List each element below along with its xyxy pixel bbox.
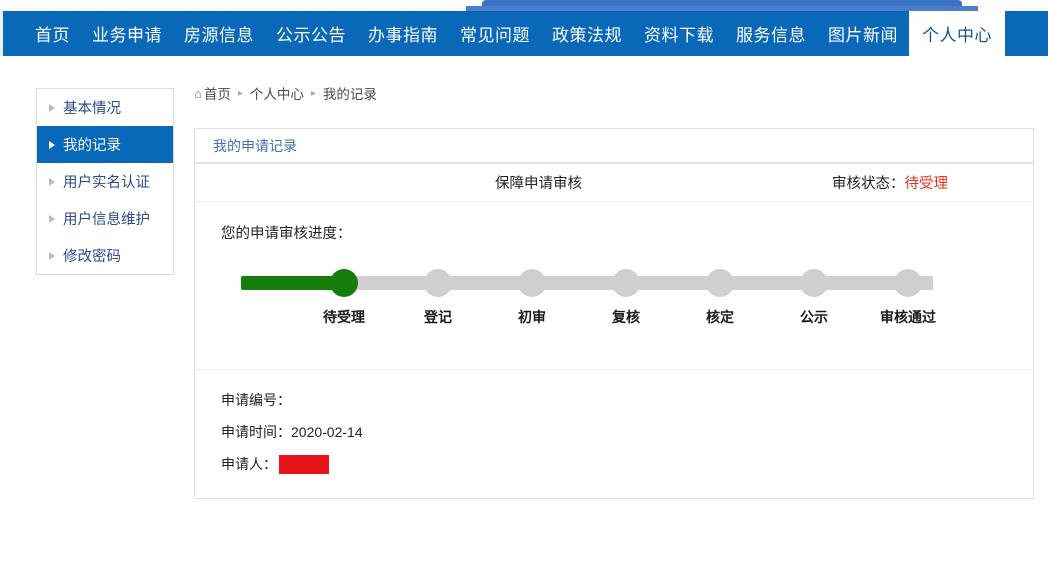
main-content: ⌂ 首页 ▸ 个人中心 ▸ 我的记录 我的申请记录 保障申请审核 审核状态：待受… xyxy=(194,82,1034,499)
page-banner-fragment xyxy=(0,0,1048,12)
sidebar-item-label: 我的记录 xyxy=(63,138,121,154)
nav-item-3[interactable]: 公示公告 xyxy=(265,11,357,56)
page-body: 基本情况 我的记录 用户实名认证 用户信息维护 修改密码 ⌂ 首页 ▸ 个人中心 ▸ 我… xyxy=(0,56,1048,576)
breadcrumb: ⌂ 首页 ▸ 个人中心 ▸ 我的记录 xyxy=(194,82,1034,104)
nav-item-2[interactable]: 房源信息 xyxy=(173,11,265,56)
panel-title: 我的申请记录 xyxy=(195,129,1033,163)
nav-item-0[interactable]: 首页 xyxy=(24,11,81,56)
sidebar-item-4[interactable]: 修改密码 xyxy=(37,237,173,274)
record-title: 保障申请审核 xyxy=(495,176,582,192)
nav-left-edge xyxy=(0,11,3,56)
chevron-right-icon xyxy=(49,103,55,112)
chevron-right-icon xyxy=(49,251,55,260)
breadcrumb-separator: ▸ xyxy=(310,87,316,99)
sidebar-item-0[interactable]: 基本情况 xyxy=(37,89,173,126)
nav-item-8[interactable]: 服务信息 xyxy=(725,11,817,56)
progress-step-dot-6 xyxy=(894,269,922,297)
progress-step-label-6: 审核通过 xyxy=(880,309,936,325)
nav-item-9[interactable]: 图片新闻 xyxy=(817,11,909,56)
nav-item-7[interactable]: 资料下载 xyxy=(633,11,725,56)
nav-item-6[interactable]: 政策法规 xyxy=(541,11,633,56)
progress-step-label-0: 待受理 xyxy=(323,309,365,325)
progress-step-dot-5 xyxy=(800,269,828,297)
applicant-label: 申请人： xyxy=(221,456,277,472)
status-badge: 待受理 xyxy=(904,176,949,192)
nav-item-4[interactable]: 办事指南 xyxy=(357,11,449,56)
progress-step-dot-1 xyxy=(424,269,452,297)
nav-item-10[interactable]: 个人中心 xyxy=(909,11,1005,56)
application-details: 申请编号： 申请时间： 2020-02-14 申请人： xyxy=(195,370,1033,498)
sidebar-menu: 基本情况我的记录用户实名认证 用户信息维护 修改密码 xyxy=(36,88,174,275)
nav-item-list: 首页 业务申请 房源信息 公示公告 办事指南 常见问题 政策法规 资料下载 服务信息 图片新闻 个人… xyxy=(24,11,1005,56)
nav-item-label: 业务申请 xyxy=(92,26,162,45)
sidebar-item-label: 用户实名认证 xyxy=(63,175,150,191)
progress-section: 您的申请审核进度： 待受理 登记 初审 复核 核定 公示 审核通过 xyxy=(195,202,1033,370)
sidebar-item-3[interactable]: 用户信息维护 xyxy=(37,200,173,237)
home-icon: ⌂ xyxy=(194,85,202,101)
progress-step-dot-2 xyxy=(518,269,546,297)
application-time-label: 申请时间： xyxy=(221,424,291,440)
application-number-row: 申请编号： xyxy=(221,384,1033,416)
nav-item-label: 服务信息 xyxy=(736,26,806,45)
record-status: 审核状态：待受理 xyxy=(832,172,948,193)
nav-item-label: 政策法规 xyxy=(552,26,622,45)
status-label: 审核状态： xyxy=(832,176,905,192)
breadcrumb-separator: ▸ xyxy=(237,87,243,99)
banner-shape-lower xyxy=(466,6,978,12)
chevron-right-icon xyxy=(49,214,55,223)
progress-stepper: 待受理 登记 初审 复核 核定 公示 审核通过 xyxy=(241,262,981,342)
sidebar-item-label: 用户信息维护 xyxy=(63,212,150,228)
nav-item-label: 公示公告 xyxy=(276,26,346,45)
progress-track xyxy=(241,276,933,290)
nav-item-label: 常见问题 xyxy=(460,26,530,45)
chevron-right-icon xyxy=(49,140,55,149)
application-time-value: 2020-02-14 xyxy=(291,424,363,440)
applicant-redaction-block xyxy=(279,454,329,474)
breadcrumb-item-personal-center[interactable]: 个人中心 xyxy=(249,87,304,102)
nav-item-label: 个人中心 xyxy=(922,26,992,45)
main-navigation: 首页 业务申请 房源信息 公示公告 办事指南 常见问题 政策法规 资料下载 服务信息 图片新闻 个人… xyxy=(0,11,1048,56)
breadcrumb-item-home[interactable]: 首页 xyxy=(203,87,231,102)
applicant-row: 申请人： xyxy=(221,448,1033,480)
progress-step-label-5: 公示 xyxy=(800,309,828,325)
progress-step-dot-3 xyxy=(612,269,640,297)
record-card: 保障申请审核 审核状态：待受理 您的申请审核进度： 待受理 登记 初审 复核 核定 公示审… xyxy=(194,164,1034,499)
progress-step-label-2: 初审 xyxy=(518,309,546,325)
nav-item-label: 资料下载 xyxy=(644,26,714,45)
nav-item-1[interactable]: 业务申请 xyxy=(81,11,173,56)
progress-label: 您的申请审核进度： xyxy=(221,226,352,242)
nav-item-label: 图片新闻 xyxy=(828,26,898,45)
chevron-right-icon xyxy=(49,177,55,186)
nav-item-5[interactable]: 常见问题 xyxy=(449,11,541,56)
records-panel-header: 我的申请记录 xyxy=(194,128,1034,164)
progress-step-label-3: 复核 xyxy=(612,309,640,325)
application-number-label: 申请编号： xyxy=(221,392,291,408)
sidebar-item-label: 修改密码 xyxy=(63,249,121,265)
sidebar-item-1[interactable]: 我的记录 xyxy=(37,126,173,163)
breadcrumb-item-my-records[interactable]: 我的记录 xyxy=(322,87,377,102)
progress-step-label-4: 核定 xyxy=(706,309,734,325)
progress-track-completed xyxy=(241,276,353,290)
record-title-row: 保障申请审核 审核状态：待受理 xyxy=(195,164,1033,202)
progress-step-dot-4 xyxy=(706,269,734,297)
sidebar-item-2[interactable]: 用户实名认证 xyxy=(37,163,173,200)
nav-item-label: 房源信息 xyxy=(184,26,254,45)
sidebar-item-label: 基本情况 xyxy=(63,101,121,117)
application-time-row: 申请时间： 2020-02-14 xyxy=(221,416,1033,448)
progress-step-dot-0 xyxy=(330,269,358,297)
nav-item-label: 办事指南 xyxy=(368,26,438,45)
progress-step-label-1: 登记 xyxy=(424,309,452,325)
nav-item-label: 首页 xyxy=(35,26,70,45)
